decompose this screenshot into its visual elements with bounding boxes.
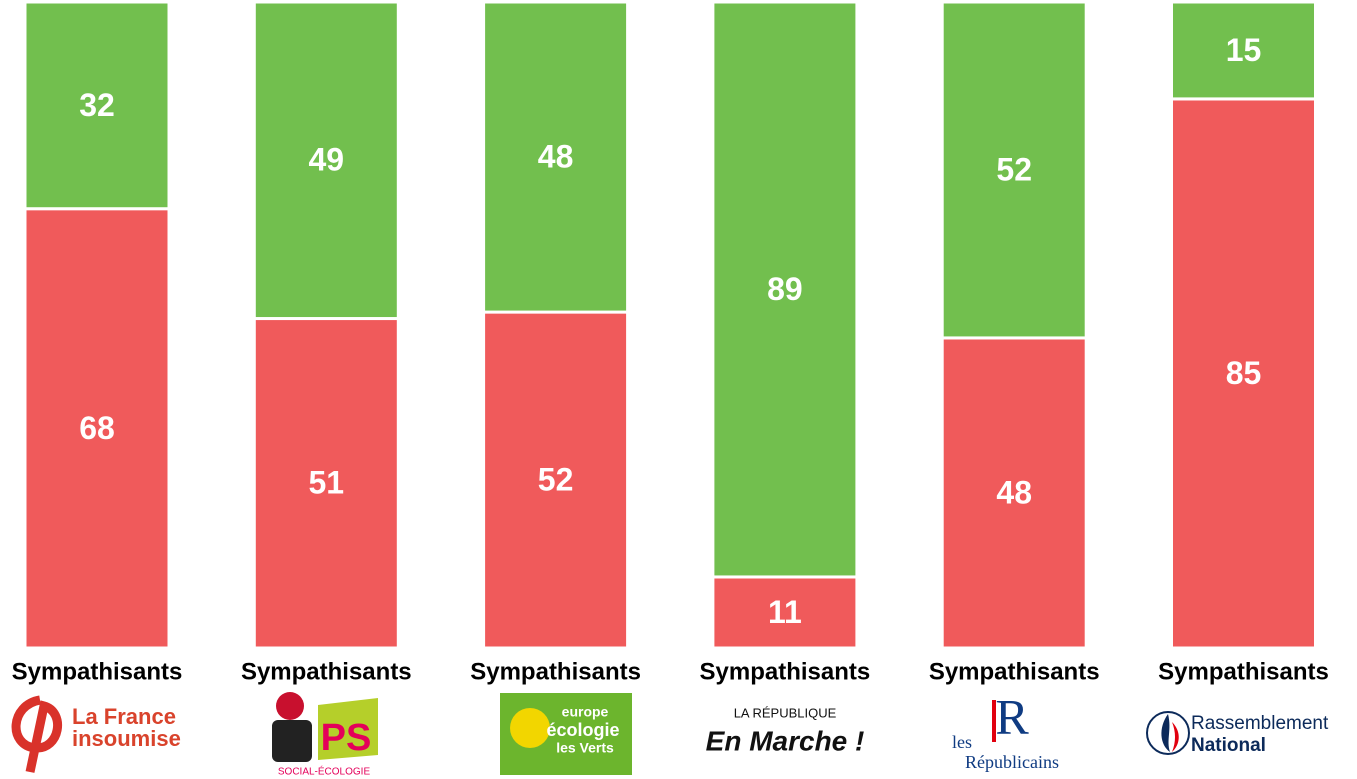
bar-segment xyxy=(482,310,630,650)
logo-text: insoumise xyxy=(72,726,181,751)
logo-text: National xyxy=(1191,735,1266,756)
bar-segment xyxy=(1170,0,1317,101)
bar-segment xyxy=(711,0,859,579)
logo-text: Rassemblement xyxy=(1191,713,1329,734)
logo-shape xyxy=(272,720,312,762)
data-label: 68 xyxy=(79,410,115,446)
logo-shape xyxy=(1172,722,1179,752)
data-label: 48 xyxy=(538,138,574,174)
data-label: 49 xyxy=(309,142,345,178)
logo-shape xyxy=(11,695,63,773)
logo-text: En Marche ! xyxy=(706,725,865,756)
bar-segment xyxy=(252,0,400,321)
bar-segment xyxy=(1170,97,1317,650)
bar-segment xyxy=(940,336,1088,650)
category-label: Sympathisants xyxy=(700,658,871,685)
bar-segment xyxy=(711,575,859,650)
logo-shape xyxy=(1161,714,1170,752)
logo-shape xyxy=(992,700,996,742)
category-label: Sympathisants xyxy=(470,658,641,685)
data-label: 85 xyxy=(1226,355,1262,391)
category-label: Sympathisants xyxy=(12,658,183,685)
logo-shape xyxy=(318,698,378,760)
category-label: Sympathisants xyxy=(929,658,1100,685)
logo-text: écologie xyxy=(546,720,619,740)
logo-text: europe xyxy=(562,704,609,720)
logo-shape xyxy=(510,708,550,748)
data-label: 48 xyxy=(996,474,1032,510)
bar-segment xyxy=(23,0,171,211)
logo-text: R xyxy=(995,688,1029,744)
data-label: 51 xyxy=(309,465,345,501)
logo-shape xyxy=(1146,711,1190,755)
category-label: Sympathisants xyxy=(241,658,412,685)
data-label: 11 xyxy=(768,594,802,630)
logo-text: LA RÉPUBLIQUE xyxy=(734,705,837,720)
logo-text: les xyxy=(952,732,972,752)
bar-segment xyxy=(482,0,630,314)
bar-segment xyxy=(23,207,171,650)
logo-text: PS xyxy=(321,717,372,759)
logo-text: les Verts xyxy=(556,740,614,756)
data-label: 15 xyxy=(1226,32,1262,68)
data-label: 52 xyxy=(996,151,1032,187)
category-label: Sympathisants xyxy=(1158,658,1329,685)
data-label: 52 xyxy=(538,461,574,497)
data-label: 89 xyxy=(767,271,803,307)
logo-text: La France xyxy=(72,704,176,729)
logo-text: SOCIAL-ÉCOLOGIE xyxy=(278,765,371,778)
logo-shape xyxy=(276,692,304,720)
logo-text: Républicains xyxy=(965,752,1059,772)
data-label: 32 xyxy=(79,87,115,123)
bar-segment xyxy=(940,0,1088,340)
